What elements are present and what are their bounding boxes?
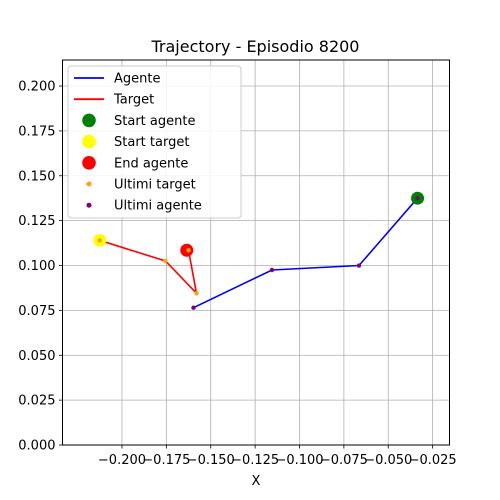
marker-layer [93,191,425,310]
x-tick-label: −0.175 [142,453,190,468]
legend-end-agente-label: End agente [114,156,188,171]
ultimi-agente-point [356,263,362,268]
legend: Agente Target Start agente Start target End … [67,65,242,219]
x-axis-label: X [252,474,261,489]
y-tick-label: 0.150 [18,169,55,184]
y-tick-label: 0.025 [18,394,55,409]
series-line-target [99,239,198,296]
ultimi-agente-point [191,305,196,310]
x-tick-label: −0.050 [364,453,412,468]
legend-target-label: Target [113,93,154,108]
y-tick-label: 0.125 [18,214,55,229]
ultimi-agente-point [269,267,275,273]
x-tick-label: −0.125 [231,453,279,468]
x-tick-label: −0.025 [409,453,457,468]
legend-box [67,65,242,219]
series-line-agente [193,197,419,309]
ultimi-target-point [194,291,199,296]
legend-ultimi-agente-label: Ultimi agente [114,199,202,214]
y-tick-label: 0.175 [18,124,55,139]
ultimi-target-point [97,238,102,243]
legend-ultimi-agente-swatch [86,202,92,208]
legend-end-agente-swatch [82,156,96,170]
legend-start-agente-label: Start agente [114,114,195,129]
legend-start-agente-swatch [82,113,96,128]
y-tick-label: 0.100 [18,259,55,274]
legend-start-target-swatch [82,134,96,149]
x-tick-label: −0.075 [320,453,368,468]
x-tick-label: −0.150 [187,453,235,468]
x-tick-label: −0.200 [98,453,146,468]
y-tick-label: 0.075 [18,304,55,319]
series-layer [99,197,419,309]
chart-title: Trajectory - Episodio 8200 [151,37,360,56]
plot-frame [62,59,450,446]
ultimi-agente-point [415,196,420,201]
legend-agente-label: Agente [114,72,160,87]
legend-ultimi-target-swatch [86,181,92,187]
y-tick-label: 0.200 [18,80,55,95]
legend-start-target-label: Start target [114,135,189,150]
tick-layer: −0.200−0.175−0.150−0.125−0.100−0.075−0.0… [18,80,456,468]
y-tick-label: 0.050 [18,349,55,364]
x-tick-label: −0.100 [275,453,323,468]
legend-ultimi-target-label: Ultimi target [114,178,196,193]
ultimi-target-point [186,248,191,253]
ultimi-target-point [163,258,168,264]
y-tick-label: 0.000 [18,439,55,454]
